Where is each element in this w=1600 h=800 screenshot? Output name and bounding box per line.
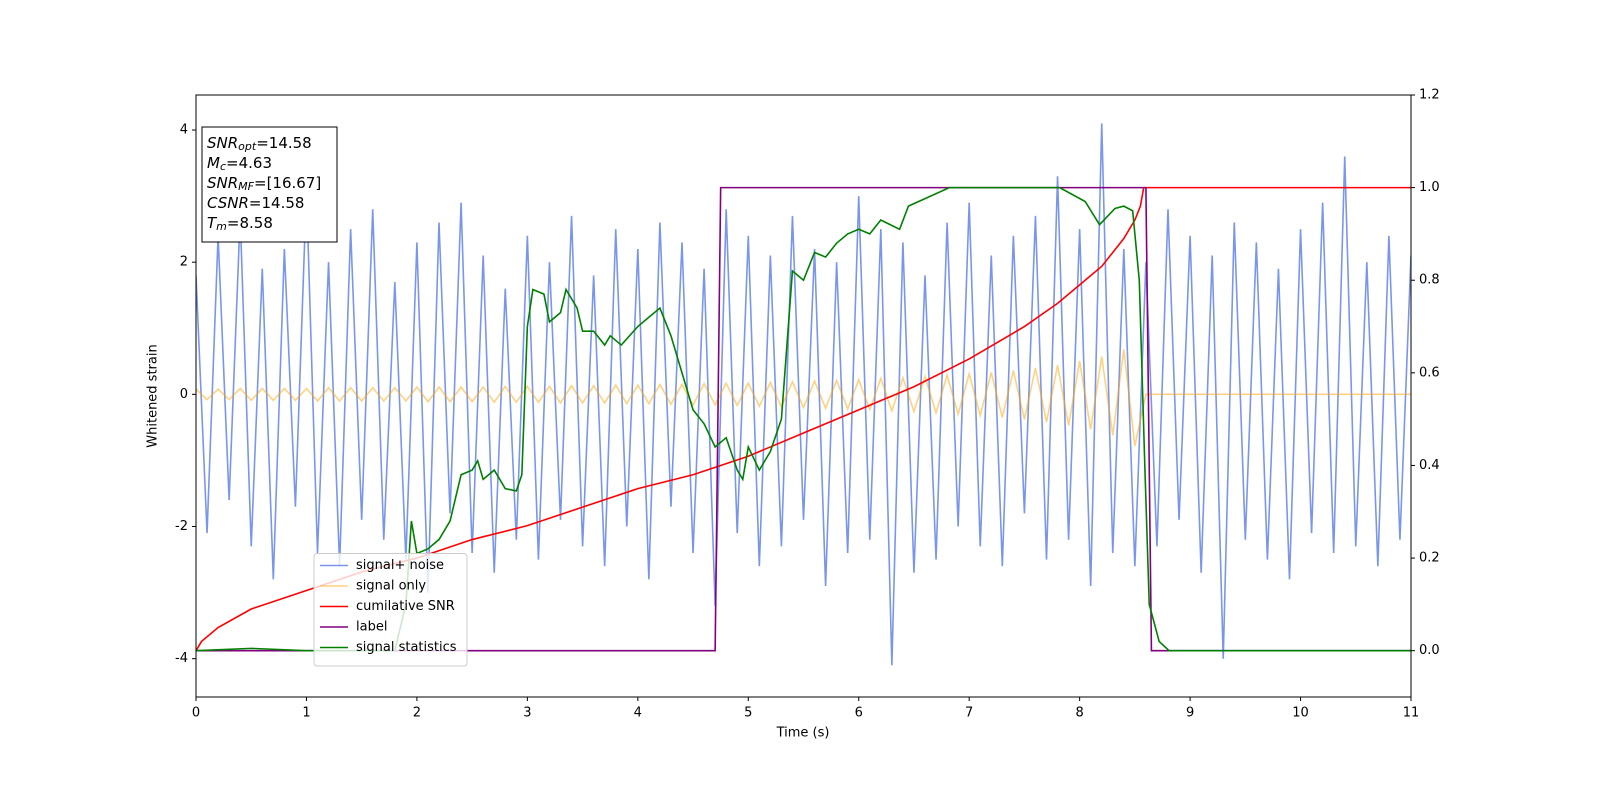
annotation-sub: c: [220, 160, 226, 173]
y-axis-label: Whitened strain: [146, 344, 161, 447]
x-tick-label: 6: [855, 706, 863, 721]
x-tick-label: 10: [1292, 706, 1309, 721]
x-tick-label: 8: [1075, 706, 1083, 721]
x-tick-label: 7: [965, 706, 973, 721]
x-tick-label: 3: [523, 706, 531, 721]
y2-tick-label: 0.0: [1419, 643, 1440, 658]
annotation-line: Tm=8.58: [207, 214, 273, 234]
plot-frame: [195, 94, 1412, 698]
annotation-box: [201, 126, 338, 243]
annotation-line: CSNR=14.58: [207, 194, 304, 212]
y-tick-label: -4: [175, 651, 188, 666]
annotation-line: SNRopt=14.58: [207, 134, 312, 154]
legend-label: signal statistics: [356, 640, 457, 655]
annotation-value: =4.63: [226, 154, 272, 172]
annotation-value: =[16.67]: [254, 174, 321, 192]
x-tick-label: 11: [1403, 706, 1420, 721]
y-tick-label: 4: [180, 123, 188, 138]
y2-tick-label: 1.2: [1419, 88, 1440, 103]
annotation-label: SNR: [207, 134, 238, 152]
annotation-sub: m: [216, 220, 227, 233]
annotation-value: =14.58: [256, 134, 312, 152]
y2-tick-label: 1.0: [1419, 180, 1440, 195]
y-tick-label: 2: [180, 255, 188, 270]
legend-label: signal+ noise: [356, 558, 444, 573]
annotation-line: Mc=4.63: [207, 154, 272, 174]
annotation-label: T: [207, 214, 218, 232]
x-tick-label: 5: [744, 706, 752, 721]
y2-tick-label: 0.6: [1419, 365, 1440, 380]
legend-label: signal only: [356, 579, 426, 594]
annotation-label: CSNR: [207, 194, 249, 212]
x-tick-label: 4: [634, 706, 642, 721]
annotation-sub: MF: [238, 180, 254, 193]
legend-box: [313, 553, 468, 667]
series-line: [196, 123, 1411, 666]
series-line: [196, 349, 1411, 447]
annotation-label: M: [207, 154, 220, 172]
y2-tick-label: 0.2: [1419, 551, 1440, 566]
x-tick-label: 0: [192, 706, 200, 721]
x-tick-label: 2: [413, 706, 421, 721]
x-tick-label: 1: [302, 706, 310, 721]
x-tick-label: 9: [1186, 706, 1194, 721]
annotation-label: SNR: [207, 174, 238, 192]
y2-tick-label: 0.8: [1419, 273, 1440, 288]
series-line: [196, 186, 1411, 652]
x-axis-label: Time (s): [776, 726, 830, 741]
legend-label: label: [356, 620, 387, 635]
y-tick-label: 0: [180, 387, 188, 402]
annotation-sub: opt: [238, 140, 257, 153]
y-tick-label: -2: [175, 519, 188, 534]
annotation-line: SNRMF=[16.67]: [207, 174, 321, 194]
legend-label: cumilative SNR: [356, 599, 455, 614]
y2-tick-label: 0.4: [1419, 458, 1440, 473]
annotation-value: =14.58: [249, 194, 305, 212]
annotation-value: =8.58: [227, 214, 273, 232]
